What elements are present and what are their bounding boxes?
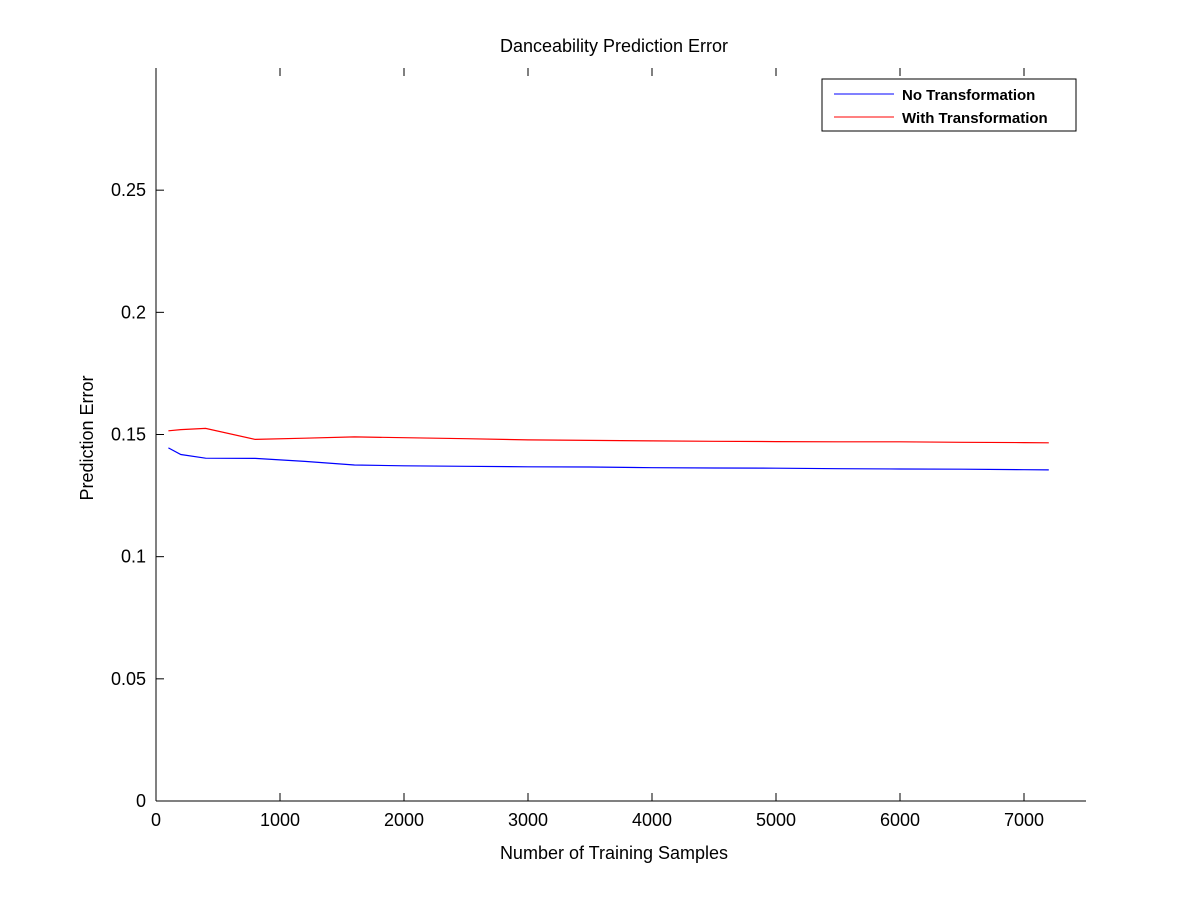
chart-title: Danceability Prediction Error xyxy=(500,36,728,56)
y-tick-label: 0.1 xyxy=(121,547,146,567)
y-tick-label: 0.15 xyxy=(111,425,146,445)
y-tick-label: 0.05 xyxy=(111,669,146,689)
series-lines xyxy=(168,427,1049,471)
x-tick-label: 4000 xyxy=(632,810,672,830)
y-axis-label: Prediction Error xyxy=(77,375,97,500)
legend-label-no-transformation: No Transformation xyxy=(902,87,1035,104)
x-axis-label: Number of Training Samples xyxy=(500,843,728,863)
axes-box xyxy=(156,68,1086,801)
x-tick-label: 1000 xyxy=(260,810,300,830)
x-tick-label: 6000 xyxy=(880,810,920,830)
x-tick-label: 0 xyxy=(151,810,161,830)
legend-box xyxy=(821,78,1077,132)
x-tick-label: 5000 xyxy=(756,810,796,830)
y-tick-label: 0 xyxy=(136,791,146,811)
legend-label-with-transformation: With Transformation xyxy=(902,110,1048,127)
y-ticks: 0 0.05 0.1 0.15 0.2 0.25 xyxy=(111,180,164,811)
x-ticks: 0 1000 2000 3000 4000 5000 6000 7000 xyxy=(151,68,1044,830)
legend: No Transformation With Transformation xyxy=(821,78,1077,132)
y-tick-label: 0.2 xyxy=(121,302,146,322)
x-tick-label: 2000 xyxy=(384,810,424,830)
series-line-with-transformation xyxy=(168,427,1049,444)
y-tick-label: 0.25 xyxy=(111,180,146,200)
x-tick-label: 3000 xyxy=(508,810,548,830)
series-line-no-transformation xyxy=(168,447,1049,471)
x-tick-label: 7000 xyxy=(1004,810,1044,830)
plot-area: 0 1000 2000 3000 4000 5000 6000 7000 0 0.05 0.1 0.… xyxy=(111,68,1086,830)
